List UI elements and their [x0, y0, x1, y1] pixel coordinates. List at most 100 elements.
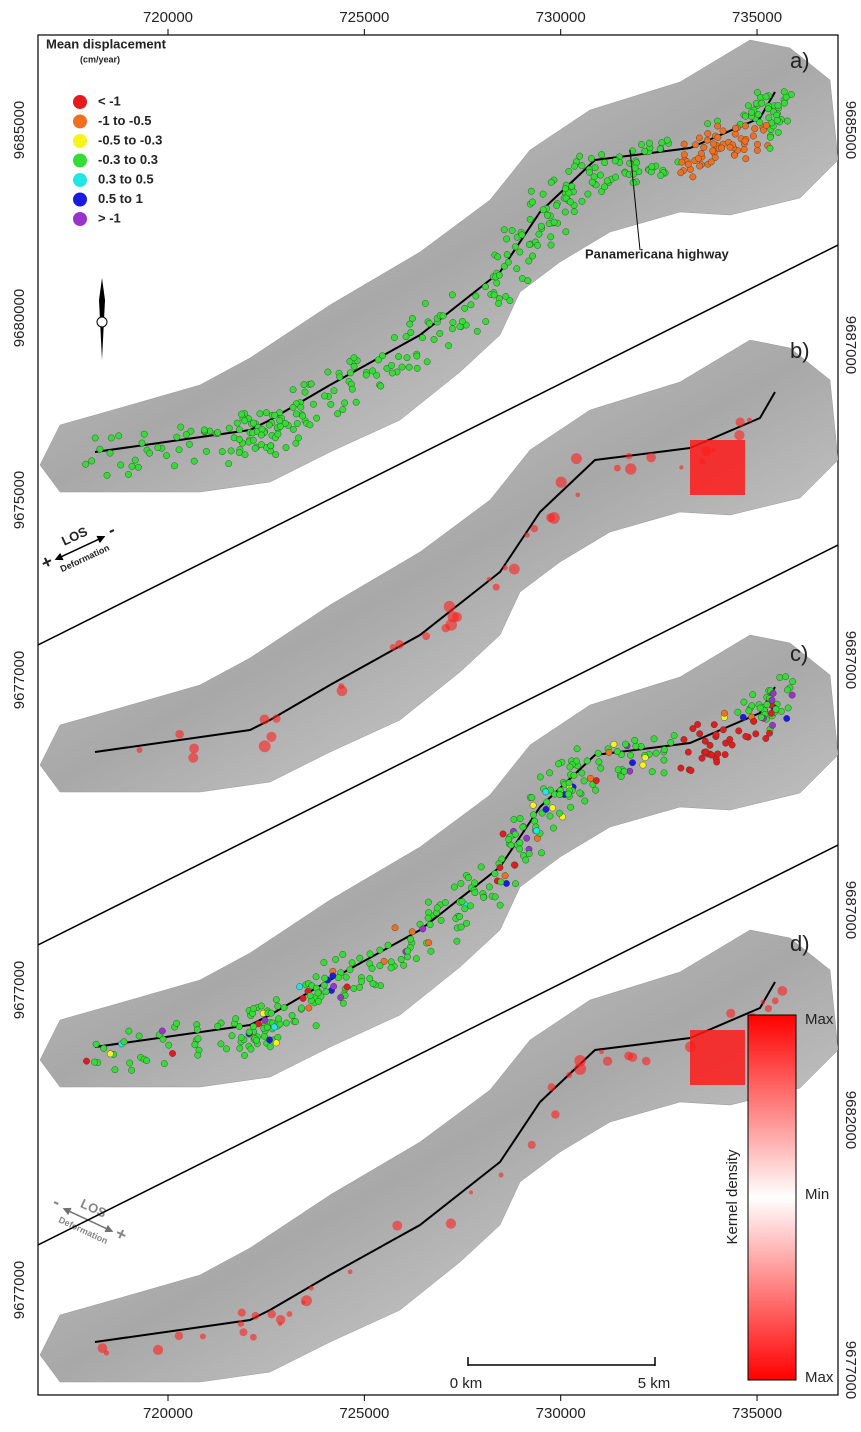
ps-point — [649, 768, 655, 774]
ps-point — [334, 411, 340, 417]
ps-point — [596, 759, 602, 765]
ps-point — [176, 447, 182, 453]
ps-point — [445, 342, 451, 348]
ps-point — [517, 840, 523, 846]
x-tick-label: 720000 — [143, 9, 193, 26]
ps-point — [458, 924, 464, 930]
ps-point — [266, 422, 272, 428]
ps-point — [306, 1005, 312, 1011]
density-spot — [276, 1315, 285, 1324]
ps-point — [465, 875, 471, 881]
ps-point — [533, 828, 539, 834]
ps-point — [534, 242, 540, 248]
ps-point — [126, 1060, 132, 1066]
ps-point — [264, 1024, 270, 1030]
ps-point — [548, 242, 554, 248]
y-label-right: 9687000 — [842, 631, 859, 689]
ps-point — [313, 415, 319, 421]
y-label-left: 9675000 — [11, 471, 28, 529]
ps-point — [703, 749, 709, 755]
ps-point — [463, 920, 469, 926]
ps-point — [699, 755, 705, 761]
ps-point — [277, 423, 283, 429]
ps-point — [538, 223, 544, 229]
ps-point — [705, 130, 711, 136]
ps-point — [293, 411, 299, 417]
ps-point — [750, 718, 756, 724]
ps-point — [474, 328, 480, 334]
ps-point — [538, 850, 544, 856]
ps-point — [632, 737, 638, 743]
ps-point — [720, 727, 726, 733]
ps-point — [356, 984, 362, 990]
ps-point — [540, 207, 546, 213]
ps-point — [242, 451, 248, 457]
ps-point — [424, 359, 430, 365]
ps-point — [586, 169, 592, 175]
ps-point — [766, 115, 772, 121]
ps-point — [315, 998, 321, 1004]
density-spot — [503, 565, 508, 570]
ps-point — [266, 1037, 272, 1043]
ps-point — [685, 749, 691, 755]
y-label-left: 9677000 — [11, 651, 28, 709]
ps-point — [597, 172, 603, 178]
y-label-left: 9685000 — [11, 101, 28, 159]
density-spot — [259, 740, 271, 752]
ps-point — [178, 424, 184, 430]
legend-swatch — [73, 173, 87, 187]
ps-point — [765, 106, 771, 112]
ps-point — [773, 706, 779, 712]
ps-point — [136, 1033, 142, 1039]
ps-point — [601, 184, 607, 190]
ps-point — [321, 959, 327, 965]
ps-point — [267, 1044, 273, 1050]
ps-point — [671, 732, 677, 738]
ps-point — [330, 983, 336, 989]
density-spot — [614, 465, 621, 472]
ps-point — [241, 418, 247, 424]
ps-point — [757, 119, 763, 125]
ps-point — [375, 357, 381, 363]
ps-point — [742, 123, 748, 129]
ps-point — [367, 951, 373, 957]
ps-point — [332, 956, 338, 962]
density-spot — [734, 430, 744, 440]
scale-start: 0 km — [450, 1375, 483, 1392]
ps-point — [511, 862, 517, 868]
ps-point — [125, 471, 131, 477]
ps-point — [169, 1050, 175, 1056]
ps-point — [271, 1024, 277, 1030]
ps-point — [757, 705, 763, 711]
ps-point — [496, 272, 502, 278]
ps-point — [166, 1042, 172, 1048]
density-spot — [348, 1269, 353, 1274]
ps-point — [500, 831, 506, 837]
density-spot — [487, 577, 492, 582]
ps-point — [112, 1066, 118, 1072]
ps-point — [349, 386, 355, 392]
ps-point — [263, 409, 269, 415]
ps-point — [589, 179, 595, 185]
ps-point — [195, 1036, 201, 1042]
ps-point — [735, 709, 741, 715]
ps-point — [250, 1023, 256, 1029]
ps-point — [458, 880, 464, 886]
ps-point — [478, 864, 484, 870]
ps-point — [579, 198, 585, 204]
ps-point — [547, 813, 553, 819]
ps-point — [502, 872, 508, 878]
ps-point — [388, 965, 394, 971]
density-spot — [571, 453, 582, 464]
ps-point — [615, 766, 621, 772]
ps-point — [579, 162, 585, 168]
legend-unit: (cm/year) — [80, 54, 120, 64]
ps-point — [155, 444, 161, 450]
ps-point — [681, 141, 687, 147]
ps-point — [298, 404, 304, 410]
ps-point — [404, 954, 410, 960]
ps-point — [679, 159, 685, 165]
ps-point — [678, 765, 684, 771]
ps-point — [592, 787, 598, 793]
ps-point — [425, 899, 431, 905]
